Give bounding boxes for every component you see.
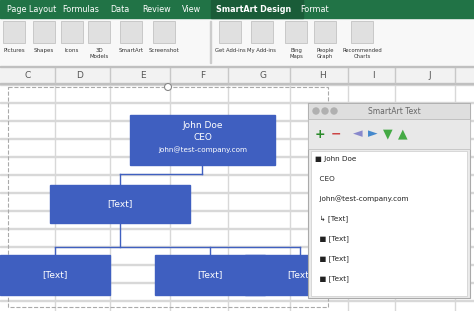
Text: [Text]: [Text]	[42, 271, 68, 280]
Bar	[33, 21, 55, 43]
Bar	[0, 66, 474, 67]
Text: ►: ►	[368, 128, 378, 141]
Text: I: I	[372, 71, 374, 80]
Text: C: C	[25, 71, 31, 80]
Text: CEO: CEO	[315, 176, 335, 182]
Text: H: H	[319, 71, 327, 80]
Text: −: −	[331, 128, 341, 141]
Text: Data: Data	[110, 4, 129, 13]
Text: Icons: Icons	[65, 48, 79, 53]
Bar	[8, 87, 328, 307]
Text: SmartArt: SmartArt	[118, 48, 144, 53]
Bar	[120, 21, 142, 43]
Bar	[153, 21, 175, 43]
Bar	[210, 21, 211, 63]
Bar	[3, 21, 25, 43]
Bar	[0, 18, 474, 66]
Text: J: J	[428, 71, 431, 80]
Bar	[251, 21, 273, 43]
Bar	[88, 21, 110, 43]
Text: John Doe: John Doe	[182, 120, 223, 129]
Text: F: F	[201, 71, 206, 80]
Text: SmartArt Design: SmartArt Design	[216, 4, 291, 13]
Text: ■ [Text]: ■ [Text]	[315, 275, 349, 282]
Text: D: D	[77, 71, 83, 80]
Text: ■ [Text]: ■ [Text]	[315, 255, 349, 262]
Text: Page Layout: Page Layout	[7, 4, 56, 13]
Text: +: +	[315, 128, 325, 141]
Text: ■ [Text]: ■ [Text]	[315, 235, 349, 242]
Text: E: E	[140, 71, 146, 80]
Text: G: G	[259, 71, 266, 80]
Text: ■ John Doe: ■ John Doe	[315, 156, 356, 162]
Circle shape	[331, 108, 337, 114]
Bar	[219, 21, 241, 43]
Bar	[290, 84, 291, 311]
Bar	[0, 255, 110, 295]
Text: Bing
Maps: Bing Maps	[289, 48, 303, 59]
Text: CEO: CEO	[193, 132, 212, 142]
Bar	[308, 119, 470, 149]
Bar	[0, 67, 474, 83]
Text: ◄: ◄	[353, 128, 363, 141]
Text: My Add-ins: My Add-ins	[247, 48, 276, 53]
Text: Format: Format	[300, 4, 328, 13]
Circle shape	[325, 193, 331, 201]
Bar	[155, 255, 265, 295]
Bar	[170, 84, 171, 311]
Text: Review: Review	[142, 4, 171, 13]
Bar	[308, 103, 470, 298]
Bar	[211, 0, 303, 18]
Bar	[245, 255, 355, 295]
Text: Get Add-ins: Get Add-ins	[215, 48, 246, 53]
Bar	[285, 21, 307, 43]
Bar	[0, 84, 474, 85]
Bar	[455, 67, 456, 83]
Text: ↳ [Text]: ↳ [Text]	[315, 216, 348, 222]
Bar	[0, 246, 474, 247]
Text: SmartArt Text: SmartArt Text	[368, 106, 420, 115]
Circle shape	[322, 108, 328, 114]
Text: ▼: ▼	[383, 128, 393, 141]
Bar	[351, 21, 373, 43]
Bar	[308, 103, 470, 119]
Text: Screenshot: Screenshot	[149, 48, 179, 53]
Text: ▲: ▲	[398, 128, 408, 141]
Text: Shapes: Shapes	[34, 48, 54, 53]
Text: Recommended
Charts: Recommended Charts	[342, 48, 382, 59]
Text: 3D
Models: 3D Models	[90, 48, 109, 59]
Bar	[0, 0, 474, 18]
Bar	[130, 115, 275, 165]
Bar	[0, 210, 474, 211]
Text: People
Graph: People Graph	[316, 48, 334, 59]
Text: Pictures: Pictures	[3, 48, 25, 53]
Circle shape	[313, 108, 319, 114]
Circle shape	[164, 83, 172, 91]
Bar	[455, 84, 456, 311]
Bar	[170, 67, 171, 83]
Text: [Text]: [Text]	[107, 199, 133, 208]
Text: [Text]: [Text]	[197, 271, 223, 280]
Text: Formulas: Formulas	[62, 4, 99, 13]
Bar	[311, 151, 467, 296]
Text: john@test-company.com: john@test-company.com	[315, 196, 409, 202]
Bar	[61, 21, 83, 43]
Text: View: View	[182, 4, 201, 13]
Bar	[50, 185, 190, 223]
Bar	[0, 102, 474, 103]
Bar	[314, 21, 336, 43]
Text: john@test-company.com: john@test-company.com	[158, 146, 247, 153]
Bar	[290, 67, 291, 83]
Bar	[0, 192, 474, 193]
Bar	[0, 228, 474, 229]
Text: [Text]: [Text]	[287, 271, 313, 280]
